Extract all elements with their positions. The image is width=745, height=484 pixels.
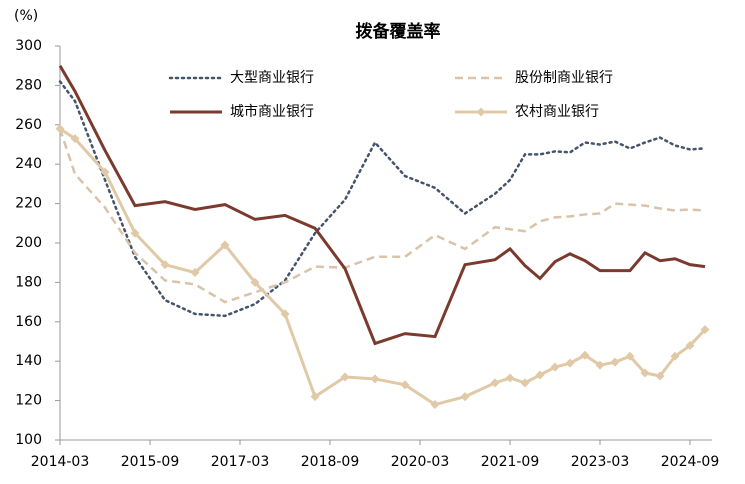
- y-tick-label: 160: [15, 314, 42, 330]
- marker: [565, 358, 575, 368]
- marker: [250, 277, 260, 287]
- x-tick-label: 2018-09: [301, 454, 360, 470]
- legend-marker: [476, 107, 486, 117]
- series-line: [59, 127, 707, 407]
- y-tick-label: 280: [15, 77, 42, 93]
- marker: [520, 378, 530, 388]
- marker: [505, 373, 515, 383]
- legend-label: 城市商业银行: [230, 103, 314, 120]
- y-tick-label: 120: [15, 393, 42, 409]
- marker: [640, 368, 650, 378]
- y-tick-label: 200: [15, 235, 42, 251]
- legend-label: 股份制商业银行: [515, 70, 613, 86]
- legend-label: 农村商业银行: [515, 104, 599, 120]
- marker: [460, 392, 470, 402]
- x-tick-label: 2014-03: [31, 454, 90, 470]
- legend-label: 大型商业银行: [230, 70, 314, 86]
- marker: [220, 240, 230, 250]
- marker: [535, 370, 545, 380]
- series-line: [58, 128, 706, 304]
- y-tick-label: 220: [15, 196, 42, 212]
- marker: [340, 372, 350, 382]
- marker: [55, 124, 65, 134]
- marker: [610, 357, 620, 367]
- marker: [160, 260, 170, 270]
- marker: [490, 378, 500, 388]
- y-unit: (%): [14, 8, 38, 24]
- x-tick-label: 2015-09: [121, 454, 180, 470]
- marker: [595, 360, 605, 370]
- series-line: [58, 64, 706, 346]
- chart-title: 拨备覆盖率: [356, 21, 441, 42]
- marker: [580, 350, 590, 360]
- marker: [625, 351, 635, 361]
- marker: [310, 392, 320, 402]
- marker: [670, 351, 680, 361]
- marker: [370, 374, 380, 384]
- marker: [130, 228, 140, 238]
- x-tick-label: 2017-03: [211, 454, 270, 470]
- y-tick-label: 300: [15, 38, 42, 54]
- marker: [70, 134, 80, 144]
- series-line: [58, 80, 707, 318]
- marker: [700, 325, 710, 335]
- marker: [400, 380, 410, 390]
- y-tick-label: 180: [15, 274, 42, 290]
- marker: [550, 362, 560, 372]
- marker: [655, 371, 665, 381]
- marker: [430, 400, 440, 410]
- x-tick-label: 2020-03: [391, 454, 450, 470]
- y-tick-label: 260: [15, 117, 42, 133]
- marker: [280, 309, 290, 319]
- x-tick-label: 2021-09: [481, 454, 540, 470]
- marker: [100, 167, 110, 177]
- x-tick-label: 2024-09: [661, 454, 720, 470]
- marker: [685, 340, 695, 350]
- y-tick-label: 100: [15, 432, 42, 448]
- y-tick-label: 240: [15, 156, 42, 172]
- x-tick-label: 2023-03: [571, 454, 630, 470]
- marker: [190, 268, 200, 278]
- y-tick-label: 140: [15, 353, 42, 369]
